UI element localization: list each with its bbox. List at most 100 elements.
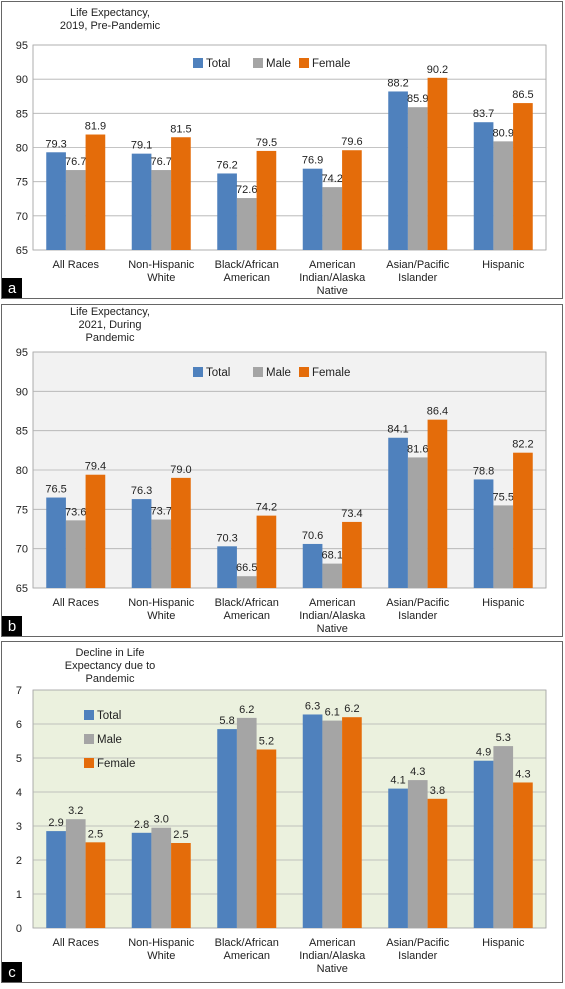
- chart-title-line: Life Expectancy,: [70, 306, 150, 318]
- legend-swatch-total: [84, 710, 94, 720]
- bar-total: [217, 173, 237, 250]
- data-label: 2.5: [173, 829, 188, 841]
- data-label: 79.3: [45, 138, 66, 150]
- category-label: All Races: [53, 597, 100, 609]
- category-label: Islander: [398, 950, 437, 962]
- chart-title-line: 2021, During: [79, 319, 142, 331]
- bar-male: [236, 198, 257, 250]
- legend-label-total: Total: [206, 58, 230, 70]
- data-label: 4.1: [390, 775, 405, 787]
- data-label: 90.2: [427, 64, 448, 76]
- category-label: White: [147, 610, 175, 622]
- legend-swatch-male: [84, 734, 94, 744]
- bar-total: [302, 714, 323, 928]
- legend-swatch-female: [299, 367, 309, 377]
- legend-swatch-total: [193, 58, 203, 68]
- panel-letter-badge: [2, 616, 22, 636]
- bar-male: [65, 170, 86, 250]
- data-label: 79.5: [256, 137, 277, 149]
- data-label: 81.5: [170, 123, 191, 135]
- legend-swatch-male: [253, 367, 263, 377]
- plot-area: [32, 689, 547, 929]
- bar-male: [65, 819, 86, 928]
- category-label: Non-Hispanic: [128, 937, 195, 949]
- y-tick-label: 70: [16, 211, 28, 223]
- category-label: Black/African: [215, 259, 279, 271]
- panel-letter-badge: [2, 962, 22, 982]
- legend-swatch-total: [193, 367, 203, 377]
- bar-total: [46, 831, 66, 928]
- bar-female: [427, 419, 448, 588]
- category-label: All Races: [53, 937, 100, 949]
- bar-total: [217, 729, 237, 928]
- data-label: 85.9: [407, 93, 428, 105]
- bar-male: [493, 746, 514, 928]
- data-label: 81.9: [85, 121, 106, 133]
- y-tick-label: 0: [16, 923, 22, 935]
- legend-label-male: Male: [97, 734, 122, 746]
- chart-title-line: Pandemic: [86, 673, 135, 685]
- chart-title-line: Pandemic: [86, 332, 135, 344]
- data-label: 6.2: [344, 703, 359, 715]
- bar-female: [171, 137, 191, 250]
- bar-female: [427, 798, 448, 928]
- y-tick-label: 7: [16, 685, 22, 697]
- y-tick-label: 90: [16, 74, 28, 86]
- data-label: 76.7: [151, 156, 172, 168]
- data-label: 6.3: [305, 700, 320, 712]
- data-label: 76.3: [131, 485, 152, 497]
- bar-male: [322, 187, 343, 250]
- legend: Total Male Female: [193, 58, 350, 70]
- y-tick-label: 80: [16, 465, 28, 477]
- category-label: Hispanic: [482, 937, 525, 949]
- bar-female: [513, 452, 533, 588]
- category-label: Black/African: [215, 597, 279, 609]
- category-label: Native: [317, 963, 348, 975]
- data-label: 2.8: [134, 819, 149, 831]
- chart-title-line: Decline in Life: [75, 647, 144, 659]
- y-tick-label: 95: [16, 347, 28, 359]
- data-label: 79.4: [85, 461, 106, 473]
- y-tick-label: 1: [16, 889, 22, 901]
- bar-female: [256, 515, 277, 588]
- bar-female: [85, 134, 106, 250]
- data-label: 4.3: [410, 766, 425, 778]
- bar-total: [46, 152, 66, 250]
- y-tick-label: 5: [16, 753, 22, 765]
- category-label: Black/African: [215, 937, 279, 949]
- bar-male: [407, 780, 428, 928]
- bar-male: [151, 519, 172, 588]
- y-tick-label: 4: [16, 787, 22, 799]
- data-label: 88.2: [387, 77, 408, 89]
- bar-female: [85, 842, 106, 928]
- data-label: 79.6: [341, 136, 362, 148]
- category-label: Hispanic: [482, 597, 525, 609]
- data-label: 6.1: [325, 707, 340, 719]
- legend-label-female: Female: [312, 58, 350, 70]
- data-label: 4.9: [476, 747, 491, 759]
- category-label: All Races: [53, 259, 100, 271]
- data-label: 4.3: [515, 768, 530, 780]
- category-label: American: [224, 950, 270, 962]
- category-label: Non-Hispanic: [128, 597, 195, 609]
- category-label: White: [147, 272, 175, 284]
- data-label: 83.7: [473, 108, 494, 120]
- bar-total: [131, 499, 152, 588]
- legend-label-male: Male: [266, 367, 291, 379]
- bar-total: [473, 479, 494, 588]
- data-label: 5.8: [219, 715, 234, 727]
- y-tick-label: 90: [16, 386, 28, 398]
- category-label: Islander: [398, 272, 437, 284]
- bar-male: [151, 827, 172, 928]
- data-label: 2.9: [48, 817, 63, 829]
- bar-female: [256, 749, 277, 928]
- bar-total: [131, 832, 152, 928]
- data-label: 66.5: [236, 562, 257, 574]
- data-label: 70.3: [216, 532, 237, 544]
- y-tick-label: 85: [16, 426, 28, 438]
- chart-title-line: Life Expectancy,: [70, 7, 150, 19]
- bar-male: [493, 505, 514, 588]
